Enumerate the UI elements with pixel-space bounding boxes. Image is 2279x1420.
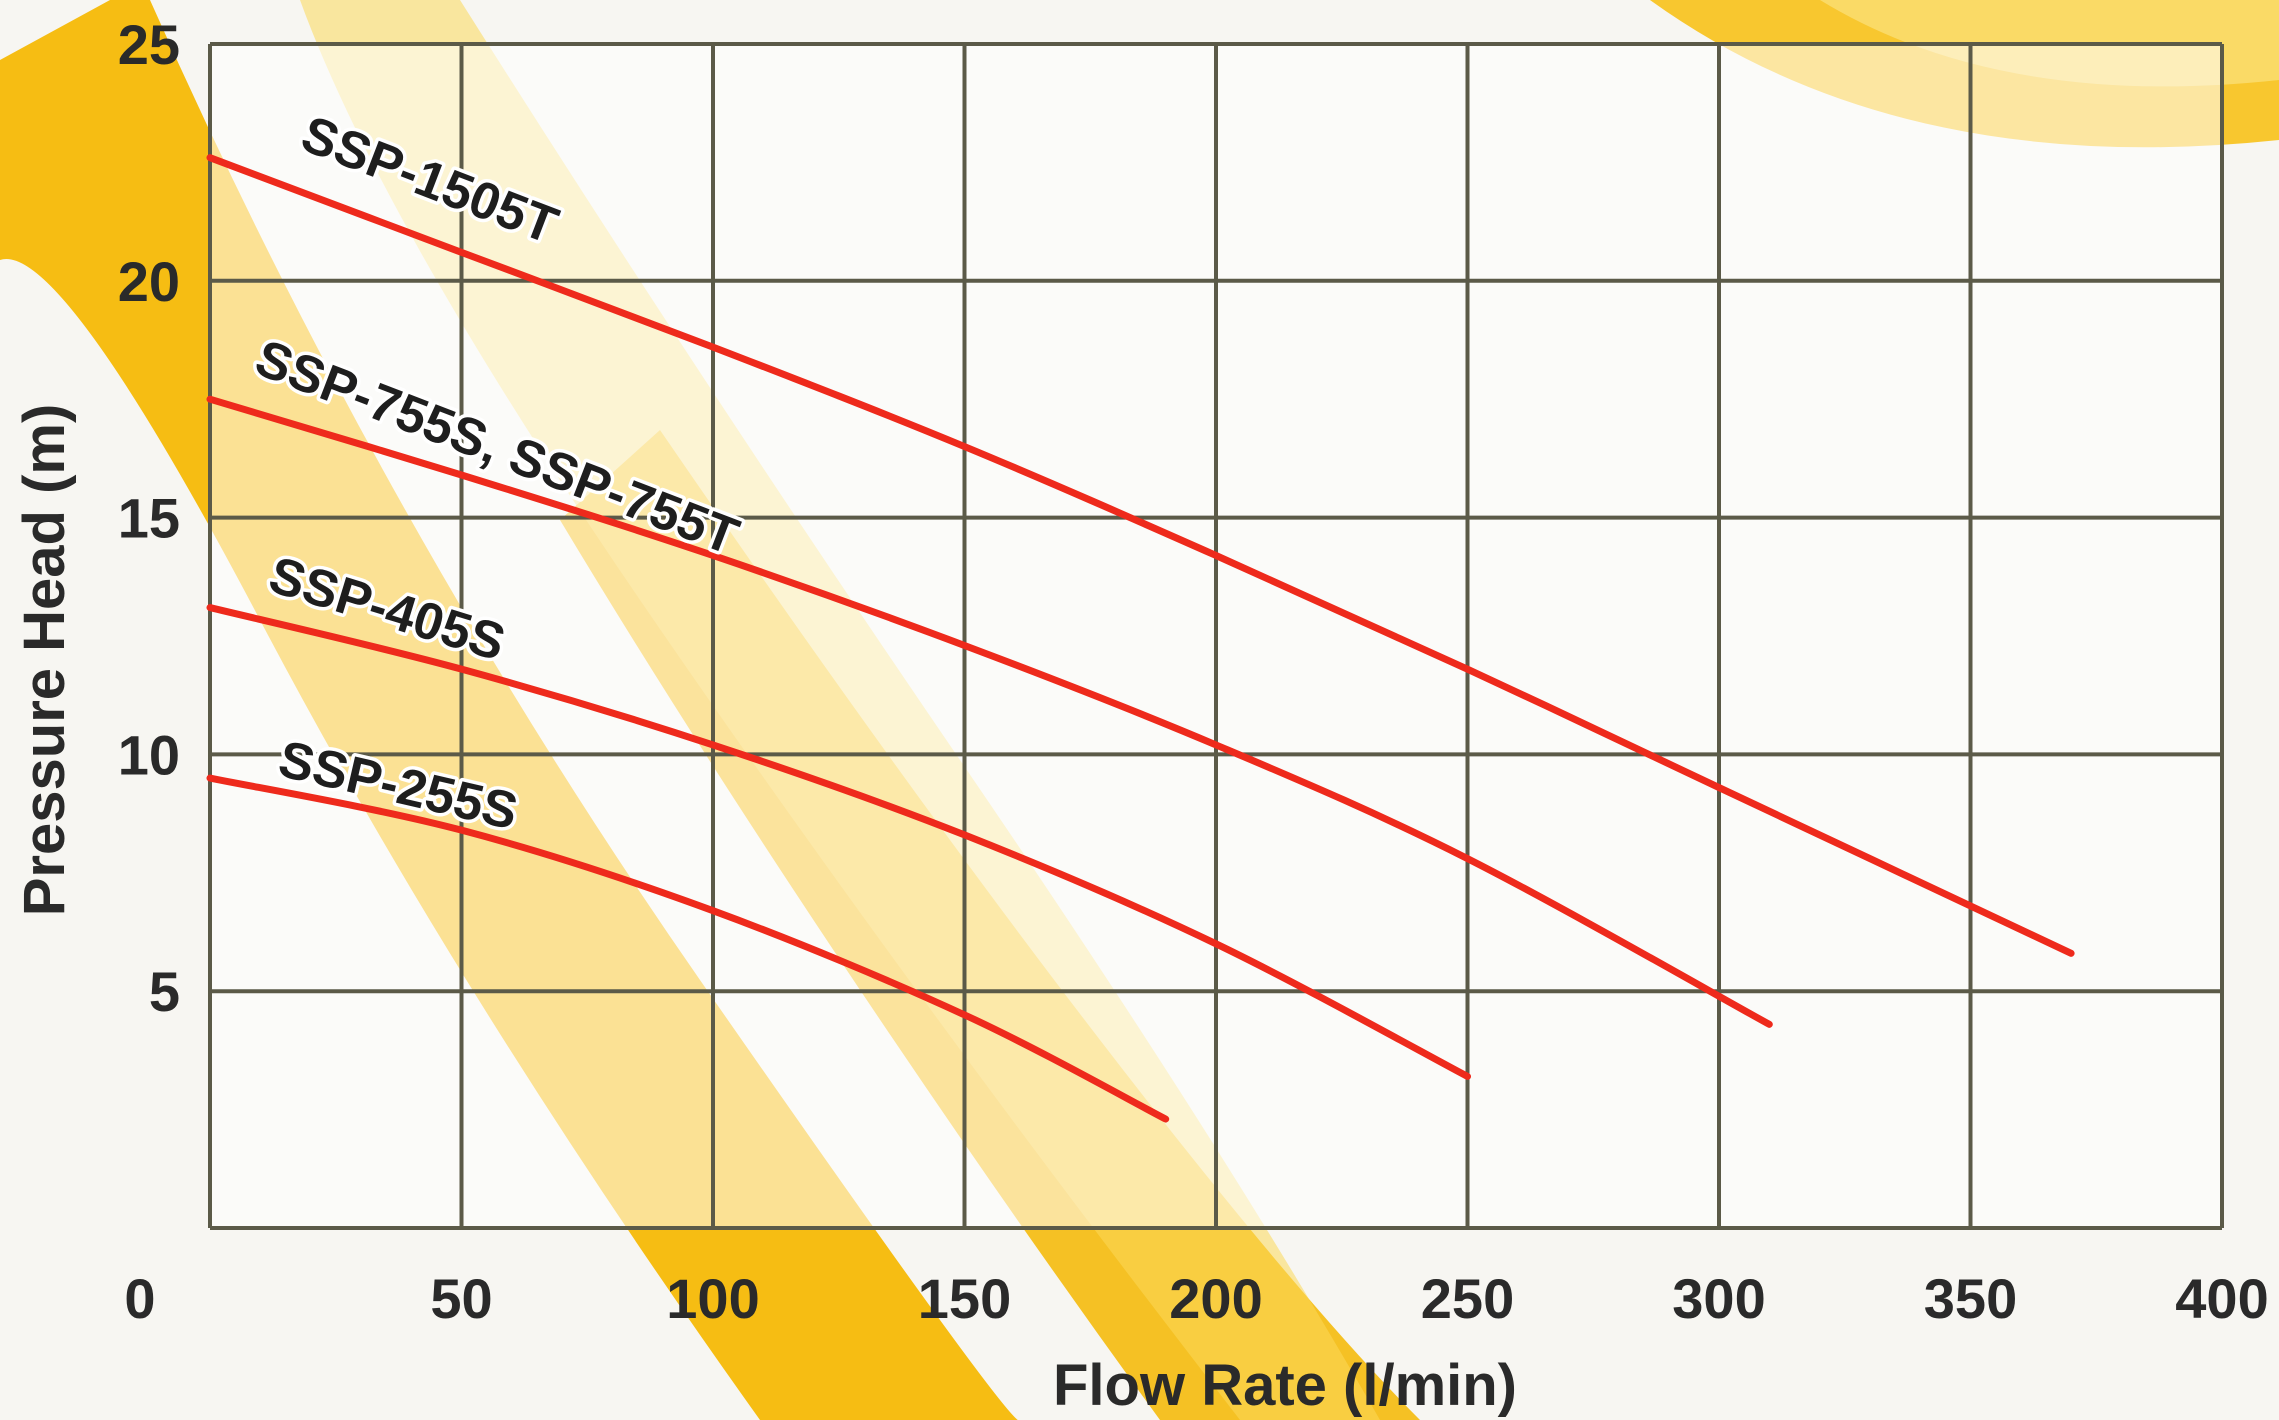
y-tick-label: 20 [118,250,180,313]
series-line [206,154,2075,957]
y-tick-label: 15 [118,487,180,550]
x-tick-label: 300 [1672,1267,1765,1330]
x-axis-ticks: 0 50 100 150 200 250 300 350 400 [124,1267,2268,1330]
series-line [206,395,1773,1028]
x-tick-label: 200 [1169,1267,1262,1330]
y-axis-ticks: 5 10 15 20 25 [118,13,180,1023]
x-tick-label: 0 [124,1267,155,1330]
series-line [206,604,1471,1080]
grid-lines [208,42,2224,1230]
x-tick-label: 400 [2175,1267,2268,1330]
x-tick-label: 350 [1924,1267,2017,1330]
x-tick-label: 100 [666,1267,759,1330]
x-tick-label: 150 [918,1267,1011,1330]
series-curves [206,154,2075,1123]
y-tick-label: 5 [149,960,180,1023]
x-tick-label: 50 [430,1267,492,1330]
x-axis-title: Flow Rate (l/min) [1053,1353,1517,1418]
y-tick-label: 25 [118,13,180,76]
series-line [206,774,1170,1123]
y-tick-label: 10 [118,723,180,786]
x-tick-label: 250 [1421,1267,1514,1330]
y-axis-title: Pressure Head (m) [12,404,77,917]
